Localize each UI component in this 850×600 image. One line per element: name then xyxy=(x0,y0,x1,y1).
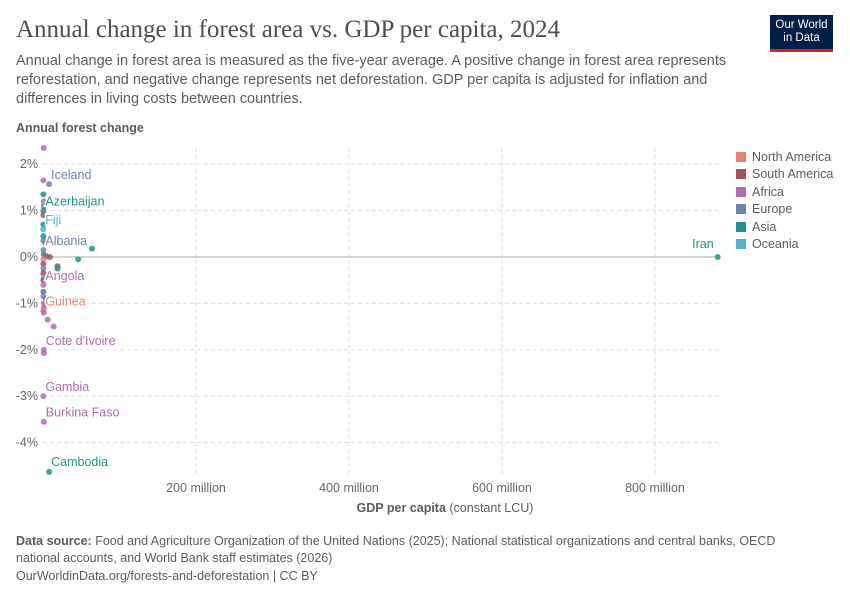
y-tick-label: 0% xyxy=(20,250,38,264)
data-point xyxy=(40,281,47,288)
data-point xyxy=(40,288,47,295)
legend-item[interactable]: Europe xyxy=(736,201,833,219)
legend-swatch xyxy=(736,151,746,162)
data-point xyxy=(40,207,47,214)
point-label: Cambodia xyxy=(51,455,108,469)
data-point xyxy=(54,265,61,272)
legend-label: Oceania xyxy=(752,237,799,252)
data-point xyxy=(40,226,47,233)
logo-line2: in Data xyxy=(783,32,820,44)
owid-logo[interactable]: Our World in Data xyxy=(770,15,833,52)
point-label: Fiji xyxy=(45,213,61,227)
point-label: Burkina Faso xyxy=(46,406,120,420)
y-tick-label: 2% xyxy=(20,157,38,171)
x-tick-label: 200 million xyxy=(166,481,226,495)
point-label: Azerbaijan xyxy=(45,195,104,209)
legend-item[interactable]: South America xyxy=(736,166,833,184)
data-point xyxy=(46,181,53,188)
legend-item[interactable]: Oceania xyxy=(736,236,833,254)
data-point xyxy=(88,245,95,252)
legend-label: Africa xyxy=(752,184,784,199)
point-label: Angola xyxy=(45,269,84,283)
logo-line1: Our World xyxy=(775,19,828,31)
data-point xyxy=(75,256,82,263)
legend: North America South America Africa Europe As… xyxy=(736,148,833,253)
point-label: Gambia xyxy=(45,380,89,394)
point-label: Albania xyxy=(45,234,87,248)
footer-url[interactable]: OurWorldinData.org/forests-and-deforesta… xyxy=(16,569,318,583)
data-point xyxy=(40,309,47,316)
point-label: Cote d'Ivoire xyxy=(46,334,116,348)
data-point xyxy=(40,350,47,357)
chart-subtitle: Annual change in forest area is measured… xyxy=(16,53,727,107)
source-label: Data source: xyxy=(16,534,92,548)
data-point xyxy=(714,254,721,260)
data-point xyxy=(40,265,47,272)
y-tick-label: -3% xyxy=(16,389,38,403)
data-point xyxy=(40,202,47,209)
legend-swatch xyxy=(736,239,746,250)
footer-source: Data source: Food and Agriculture Organi… xyxy=(16,533,816,567)
y-axis-label: Annual forest change xyxy=(16,121,144,135)
legend-label: South America xyxy=(752,167,834,182)
y-tick-label: 1% xyxy=(20,204,38,218)
legend-label: Europe xyxy=(752,202,793,217)
data-point xyxy=(40,247,47,254)
x-tick-label: 600 million xyxy=(472,481,532,495)
point-label: Iceland xyxy=(51,168,91,182)
data-point xyxy=(40,221,47,228)
data-point xyxy=(40,260,47,267)
legend-swatch xyxy=(736,169,746,180)
data-point xyxy=(40,256,47,263)
x-axis-label-unit: (constant LCU) xyxy=(445,501,534,515)
data-point xyxy=(40,233,47,240)
data-point xyxy=(40,212,47,219)
data-point xyxy=(40,198,47,205)
legend-swatch xyxy=(736,204,746,215)
y-tick-label: -1% xyxy=(16,296,38,310)
legend-item[interactable]: Asia xyxy=(736,218,833,236)
data-point xyxy=(40,191,47,198)
data-point xyxy=(43,295,50,302)
legend-item[interactable]: North America xyxy=(736,148,833,166)
data-point xyxy=(40,277,47,284)
data-point xyxy=(40,393,47,400)
point-label: Guinea xyxy=(45,294,85,308)
legend-label: Asia xyxy=(752,219,777,234)
data-point xyxy=(40,418,47,425)
data-point xyxy=(42,240,49,247)
x-axis-label: GDP per capita (constant LCU) xyxy=(0,501,850,515)
legend-swatch xyxy=(736,221,746,232)
legend-label: North America xyxy=(752,149,832,164)
legend-item[interactable]: Africa xyxy=(736,183,833,201)
data-point xyxy=(40,270,47,277)
x-axis-label-main: GDP per capita xyxy=(356,501,446,515)
data-point xyxy=(40,300,47,307)
source-text: Food and Agriculture Organization of the… xyxy=(16,534,776,565)
chart-title: Annual change in forest area vs. GDP per… xyxy=(16,16,561,43)
data-point xyxy=(40,177,47,184)
x-tick-label: 800 million xyxy=(625,481,685,495)
data-point xyxy=(46,468,53,475)
data-point xyxy=(40,144,47,151)
y-tick-label: -4% xyxy=(16,436,38,450)
legend-swatch xyxy=(736,186,746,197)
point-label: Iran xyxy=(692,237,714,251)
data-point xyxy=(50,323,57,330)
data-point xyxy=(46,254,53,260)
data-point xyxy=(44,316,51,323)
x-tick-label: 400 million xyxy=(319,481,379,495)
y-tick-label: -2% xyxy=(16,343,38,357)
